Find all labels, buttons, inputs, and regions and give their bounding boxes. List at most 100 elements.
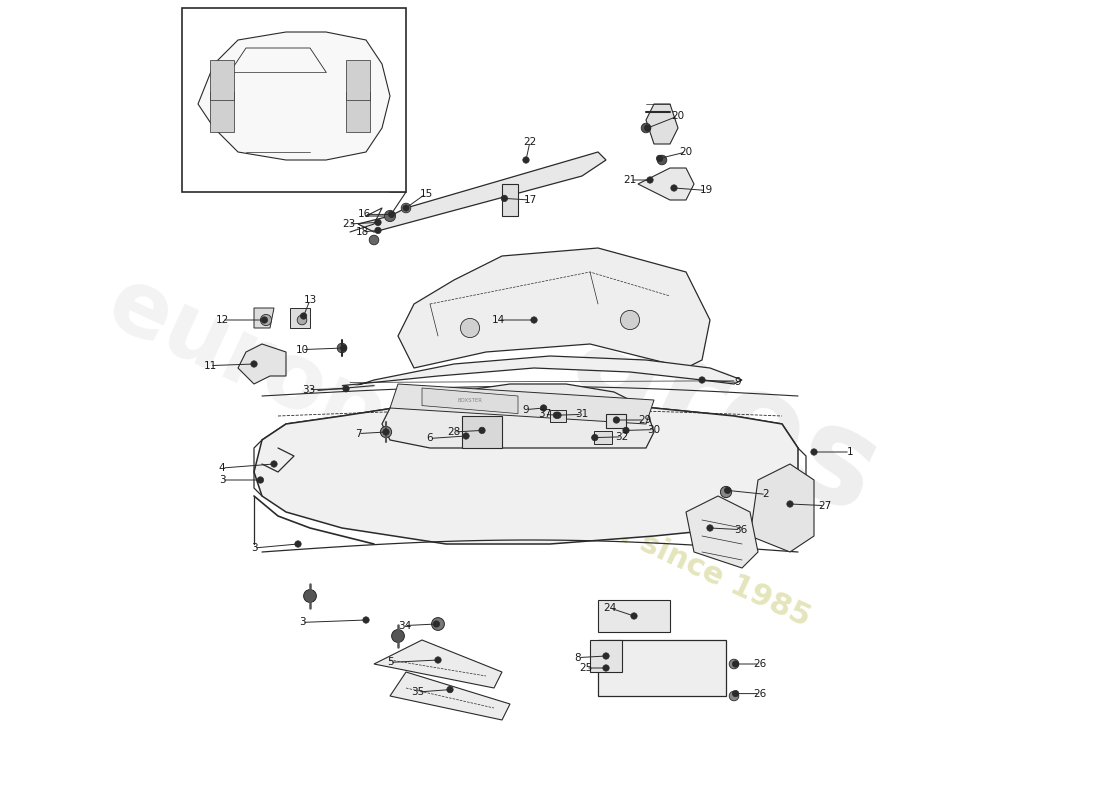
- Text: 20: 20: [671, 111, 684, 121]
- Circle shape: [613, 417, 619, 423]
- Text: 36: 36: [734, 525, 747, 534]
- Circle shape: [641, 123, 651, 133]
- Polygon shape: [210, 60, 234, 100]
- Polygon shape: [290, 308, 310, 328]
- Circle shape: [811, 449, 817, 455]
- Circle shape: [720, 486, 732, 498]
- Text: 28: 28: [448, 427, 461, 437]
- Circle shape: [592, 434, 598, 441]
- Text: 20: 20: [680, 147, 693, 157]
- Text: 35: 35: [411, 687, 425, 697]
- Polygon shape: [638, 168, 694, 200]
- Polygon shape: [646, 104, 678, 144]
- Text: 24: 24: [604, 603, 617, 613]
- Circle shape: [340, 345, 346, 351]
- Circle shape: [402, 203, 410, 213]
- Circle shape: [461, 318, 480, 338]
- Circle shape: [554, 412, 561, 418]
- Polygon shape: [398, 248, 710, 368]
- Text: BOXSTER: BOXSTER: [458, 398, 483, 403]
- Circle shape: [434, 657, 441, 663]
- Text: a passion since 1985: a passion since 1985: [477, 455, 814, 633]
- Circle shape: [707, 525, 713, 531]
- Text: 3: 3: [219, 475, 225, 485]
- Circle shape: [297, 315, 307, 325]
- Bar: [182, 8, 406, 192]
- Circle shape: [375, 219, 382, 226]
- Text: 1: 1: [847, 447, 854, 457]
- Circle shape: [304, 590, 317, 602]
- Circle shape: [725, 487, 730, 494]
- Circle shape: [370, 235, 378, 245]
- Polygon shape: [390, 384, 654, 424]
- Text: 37: 37: [538, 410, 551, 419]
- Text: 2: 2: [762, 490, 769, 499]
- Polygon shape: [374, 640, 502, 688]
- Text: 29: 29: [638, 415, 651, 425]
- Circle shape: [383, 429, 389, 435]
- Polygon shape: [750, 464, 814, 552]
- Circle shape: [647, 177, 653, 183]
- Circle shape: [433, 621, 440, 627]
- Text: 32: 32: [615, 432, 628, 442]
- Circle shape: [733, 690, 739, 697]
- Circle shape: [261, 317, 267, 323]
- Circle shape: [603, 653, 609, 659]
- Text: 12: 12: [216, 315, 229, 325]
- Polygon shape: [358, 152, 606, 232]
- Circle shape: [300, 313, 307, 319]
- Circle shape: [338, 343, 346, 353]
- Circle shape: [522, 157, 529, 163]
- Circle shape: [630, 613, 637, 619]
- Circle shape: [623, 427, 629, 434]
- Text: 18: 18: [355, 227, 368, 237]
- Polygon shape: [382, 384, 654, 448]
- Polygon shape: [210, 92, 234, 132]
- Polygon shape: [390, 672, 510, 720]
- Bar: [606, 414, 626, 428]
- Circle shape: [531, 317, 537, 323]
- Circle shape: [295, 541, 301, 547]
- Polygon shape: [262, 400, 798, 528]
- Bar: [594, 431, 612, 444]
- Circle shape: [698, 377, 705, 383]
- Circle shape: [257, 477, 264, 483]
- Circle shape: [271, 461, 277, 467]
- Polygon shape: [346, 60, 370, 100]
- Polygon shape: [502, 184, 518, 216]
- Text: 13: 13: [304, 295, 317, 305]
- Circle shape: [388, 211, 395, 218]
- Bar: [550, 410, 566, 422]
- Text: 30: 30: [648, 425, 661, 434]
- Circle shape: [540, 405, 547, 411]
- Circle shape: [729, 691, 739, 701]
- Circle shape: [447, 686, 453, 693]
- Circle shape: [620, 310, 639, 330]
- Text: 3: 3: [251, 543, 257, 553]
- Circle shape: [657, 155, 663, 162]
- Text: 26: 26: [754, 659, 767, 669]
- Circle shape: [375, 227, 382, 234]
- Text: 26: 26: [754, 689, 767, 698]
- Circle shape: [657, 155, 667, 165]
- Circle shape: [733, 661, 739, 667]
- Polygon shape: [686, 496, 758, 568]
- Text: 34: 34: [398, 621, 411, 630]
- Text: ares: ares: [553, 290, 899, 542]
- Polygon shape: [254, 400, 798, 544]
- Text: 4: 4: [219, 463, 225, 473]
- Text: 5: 5: [387, 658, 394, 667]
- Text: 17: 17: [524, 195, 537, 205]
- Polygon shape: [462, 416, 502, 448]
- Text: europar: europar: [94, 259, 495, 509]
- Text: 9: 9: [735, 378, 741, 387]
- Text: 7: 7: [354, 429, 361, 438]
- Text: 14: 14: [492, 315, 505, 325]
- Circle shape: [363, 617, 370, 623]
- Text: 31: 31: [575, 410, 589, 419]
- Text: 25: 25: [580, 663, 593, 673]
- Text: 23: 23: [342, 219, 355, 229]
- Text: 10: 10: [296, 345, 309, 354]
- Circle shape: [381, 426, 392, 438]
- Circle shape: [384, 210, 396, 222]
